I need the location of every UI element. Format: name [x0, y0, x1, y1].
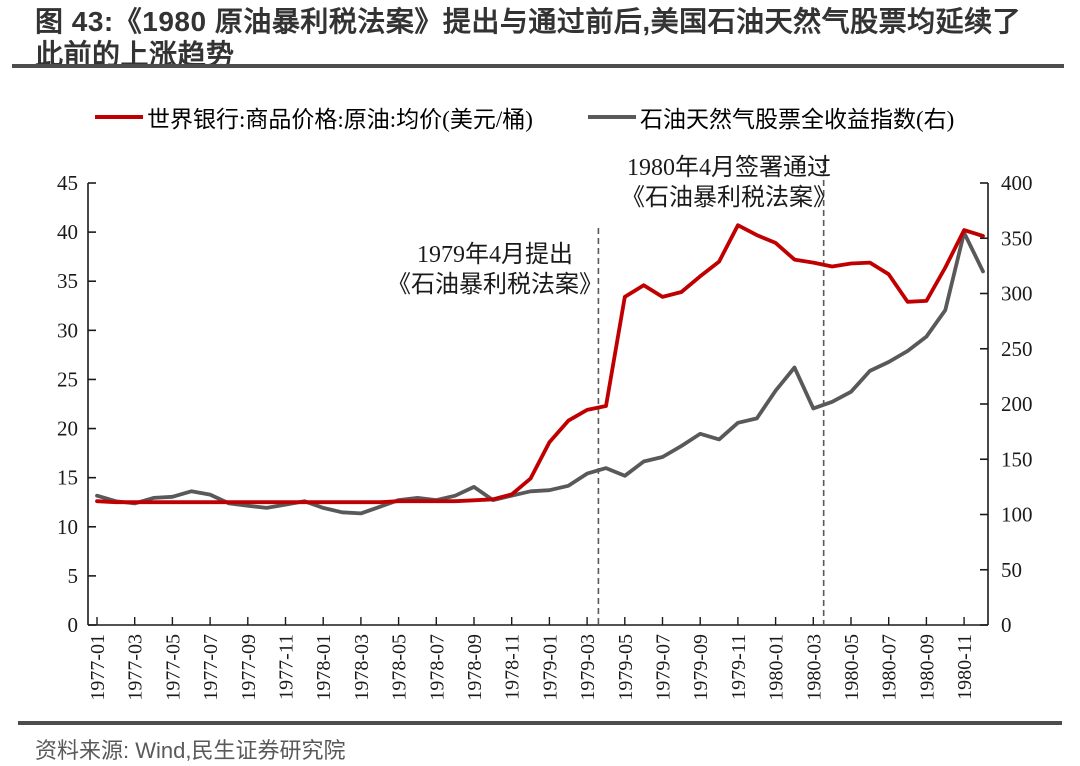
x-axis-tick-label: 1979-11 — [728, 634, 750, 700]
legend-label-oil-price: 世界银行:商品价格:原油:均价(美元/桶) — [147, 107, 533, 132]
legend-swatch-gray-line — [588, 115, 636, 119]
series-stock-index-line — [95, 230, 985, 516]
legend-swatch-red-line — [95, 115, 143, 119]
x-axis-tick-label: 1977-03 — [125, 634, 147, 701]
annotation-line: 1980年4月签署通过 — [627, 155, 831, 181]
left-axis-tick-label: 5 — [68, 564, 79, 588]
x-axis-tick-label: 1978-03 — [351, 634, 373, 701]
left-axis-tick-label: 25 — [57, 367, 78, 391]
x-axis-tick-label: 1979-01 — [539, 634, 561, 701]
x-axis-tick-label: 1980-07 — [879, 634, 901, 701]
footer-rule — [18, 721, 1062, 725]
x-axis-tick-label: 1979-03 — [577, 634, 599, 701]
left-axis-tick-label: 40 — [57, 220, 78, 244]
legend-label-stock-index: 石油天然气股票全收益指数(右) — [640, 107, 955, 132]
x-axis-tick-label: 1978-07 — [426, 634, 448, 701]
right-axis-tick-label: 150 — [1001, 447, 1033, 471]
x-axis-tick-label: 1980-11 — [954, 634, 976, 700]
annotation-line: 1979年4月提出 — [417, 242, 573, 268]
left-axis-tick-label: 10 — [57, 515, 78, 539]
x-axis-tick-label: 1978-11 — [502, 634, 524, 700]
left-axis-tick-label: 0 — [68, 613, 79, 637]
right-axis-tick-label: 300 — [1001, 282, 1033, 306]
x-axis-tick-label: 1980-09 — [916, 634, 938, 701]
right-axis-tick-label: 200 — [1001, 392, 1033, 416]
left-axis-tick-label: 20 — [57, 417, 78, 441]
right-axis-tick-label: 250 — [1001, 337, 1033, 361]
series-oil-price-line — [95, 223, 985, 505]
right-axis-tick-label: 0 — [1001, 613, 1012, 637]
x-axis-tick-label: 1978-01 — [313, 634, 335, 701]
annotation-line: 《石油暴利税法案》 — [621, 185, 837, 211]
x-axis-tick-label: 1977-11 — [276, 634, 298, 700]
annotation-line: 《石油暴利税法案》 — [387, 272, 603, 298]
left-axis-tick-label: 30 — [57, 318, 78, 342]
legend-item-stock-index: 石油天然气股票全收益指数(右) — [588, 103, 955, 132]
left-axis-tick-label: 15 — [57, 466, 78, 490]
right-axis-tick-label: 350 — [1001, 226, 1033, 250]
right-axis-tick-label: 100 — [1001, 503, 1033, 527]
annotation-1979-proposal: 1979年4月提出 《石油暴利税法案》 — [370, 240, 620, 300]
annotation-1980-signing: 1980年4月签署通过 《石油暴利税法案》 — [604, 153, 854, 213]
x-axis-tick-label: 1980-01 — [766, 634, 788, 701]
right-axis-tick-label: 50 — [1001, 558, 1022, 582]
x-axis-tick-label: 1980-05 — [841, 634, 863, 701]
x-axis-tick-label: 1978-05 — [389, 634, 411, 701]
title-underline — [12, 64, 1064, 68]
data-source: 资料来源: Wind,民生证券研究院 — [35, 738, 346, 763]
legend-item-oil-price: 世界银行:商品价格:原油:均价(美元/桶) — [95, 103, 533, 132]
left-axis-tick-label: 35 — [57, 269, 78, 293]
x-axis-tick-label: 1978-09 — [464, 634, 486, 701]
x-axis-tick-label: 1977-05 — [162, 634, 184, 701]
right-axis-tick-label: 400 — [1001, 171, 1033, 195]
x-axis-tick-label: 1977-09 — [238, 634, 260, 701]
x-axis-tick-label: 1979-07 — [653, 634, 675, 701]
x-axis-tick-label: 1980-03 — [803, 634, 825, 701]
x-axis-tick-label: 1979-09 — [690, 634, 712, 701]
left-axis-tick-label: 45 — [57, 171, 78, 195]
figure-title: 图 43:《1980 原油暴利税法案》提出与通过前后,美国石油天然气股票均延续了… — [35, 6, 1022, 71]
x-axis-tick-label: 1977-07 — [200, 634, 222, 701]
x-axis-tick-label: 1977-01 — [87, 634, 109, 701]
x-axis-tick-label: 1979-05 — [615, 634, 637, 701]
